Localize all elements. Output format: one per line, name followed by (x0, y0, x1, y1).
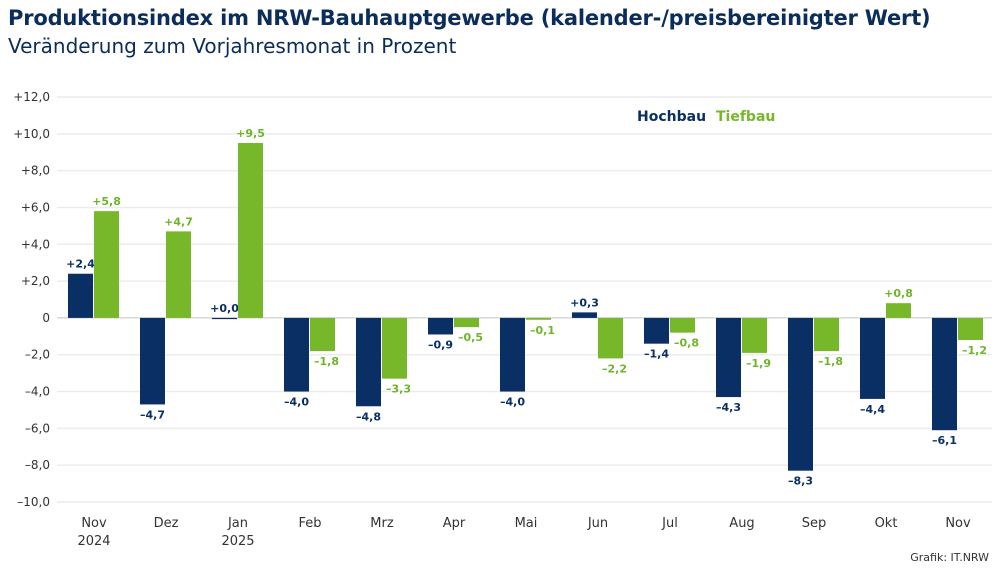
bar-tiefbau (310, 317, 335, 352)
x-tick-label: Dez (154, 516, 179, 531)
bar-hochbau (140, 317, 165, 405)
x-tick-label: Mrz (370, 516, 394, 531)
chart-title: Produktionsindex im NRW-Bauhauptgewerbe … (8, 6, 931, 30)
bar-hochbau (572, 312, 597, 318)
bar-tiefbau (598, 317, 623, 359)
bar-tiefbau (382, 317, 407, 379)
bar-hochbau (716, 317, 741, 398)
y-tick-label: –6,0 (25, 421, 50, 435)
y-tick-label: 0 (42, 311, 50, 325)
data-label-tiefbau: +4,7 (164, 215, 193, 228)
bar-tiefbau (814, 317, 839, 352)
bar-hochbau (428, 317, 453, 335)
bar-tiefbau (886, 303, 911, 318)
x-tick-label: Okt (875, 516, 898, 531)
y-tick-label: –10,0 (17, 495, 50, 509)
legend-tiefbau: Tiefbau (716, 109, 775, 125)
x-tick-label: Jun (587, 516, 608, 531)
bar-hochbau (644, 317, 669, 344)
data-label-tiefbau: –2,2 (602, 362, 627, 375)
data-label-hochbau: –4,7 (140, 408, 165, 421)
x-tick-year: 2025 (221, 534, 254, 549)
bar-hochbau (356, 317, 381, 407)
y-tick-label: +2,0 (21, 274, 50, 288)
y-tick-label: –4,0 (25, 385, 50, 399)
bar-hochbau (500, 317, 525, 392)
chart-subtitle: Veränderung zum Vorjahresmonat in Prozen… (8, 34, 457, 58)
x-tick-label: Apr (443, 516, 466, 531)
data-label-hochbau: –4,8 (356, 410, 381, 423)
data-label-tiefbau: –0,5 (458, 331, 483, 344)
bar-hochbau (284, 317, 309, 392)
data-label-tiefbau: +9,5 (236, 127, 265, 140)
data-label-tiefbau: –0,1 (530, 324, 555, 337)
y-tick-label: +6,0 (21, 200, 50, 214)
x-tick-label: Sep (802, 516, 827, 531)
y-tick-label: –2,0 (25, 348, 50, 362)
bar-hochbau (860, 317, 885, 399)
data-label-hochbau: –4,0 (500, 396, 525, 409)
y-tick-label: +4,0 (21, 237, 50, 251)
y-tick-label: +8,0 (21, 164, 50, 178)
y-tick-label: +10,0 (13, 127, 50, 141)
bar-tiefbau (166, 231, 191, 318)
data-label-hochbau: –1,4 (644, 348, 669, 361)
data-label-tiefbau: –1,2 (962, 344, 987, 357)
y-tick-label: +12,0 (13, 90, 50, 104)
x-tick-year: 2024 (77, 534, 110, 549)
data-label-hochbau: –0,9 (428, 338, 453, 351)
source-credit: Grafik: IT.NRW (910, 551, 989, 564)
data-label-hochbau: –4,4 (860, 403, 885, 416)
x-tick-label: Jul (661, 516, 678, 531)
x-tick-label: Aug (729, 516, 754, 531)
bar-tiefbau (94, 211, 119, 318)
x-tick-label: Nov (945, 516, 971, 531)
data-label-tiefbau: –1,9 (746, 357, 771, 370)
x-tick-label: Jan (227, 516, 248, 531)
bar-tiefbau (526, 317, 551, 320)
data-label-tiefbau: –1,8 (314, 355, 339, 368)
bar-hochbau (788, 317, 813, 471)
x-tick-label: Feb (298, 516, 321, 531)
bar-tiefbau (958, 317, 983, 340)
bar-tiefbau (742, 317, 767, 353)
data-label-tiefbau: +0,8 (884, 287, 913, 300)
data-label-hochbau: +0,0 (210, 302, 239, 315)
bar-tiefbau (454, 317, 479, 328)
bar-hochbau (932, 317, 957, 431)
bar-tiefbau (670, 317, 695, 333)
bar-tiefbau (238, 143, 263, 318)
data-label-tiefbau: –1,8 (818, 355, 843, 368)
data-label-hochbau: –4,0 (284, 396, 309, 409)
data-label-tiefbau: +5,8 (92, 195, 121, 208)
bar-hochbau (212, 317, 237, 320)
data-label-tiefbau: –3,3 (386, 383, 411, 396)
x-tick-label: Nov (81, 516, 107, 531)
data-label-hochbau: +2,4 (66, 258, 95, 271)
x-tick-label: Mai (515, 516, 538, 531)
data-label-hochbau: +0,3 (570, 296, 599, 309)
data-label-hochbau: –4,3 (716, 401, 741, 414)
data-label-hochbau: –6,1 (932, 434, 957, 447)
data-label-tiefbau: –0,8 (674, 337, 699, 350)
bar-hochbau (68, 273, 93, 318)
data-label-hochbau: –8,3 (788, 475, 813, 488)
legend-hochbau: Hochbau (637, 109, 706, 125)
y-tick-label: –8,0 (25, 458, 50, 472)
